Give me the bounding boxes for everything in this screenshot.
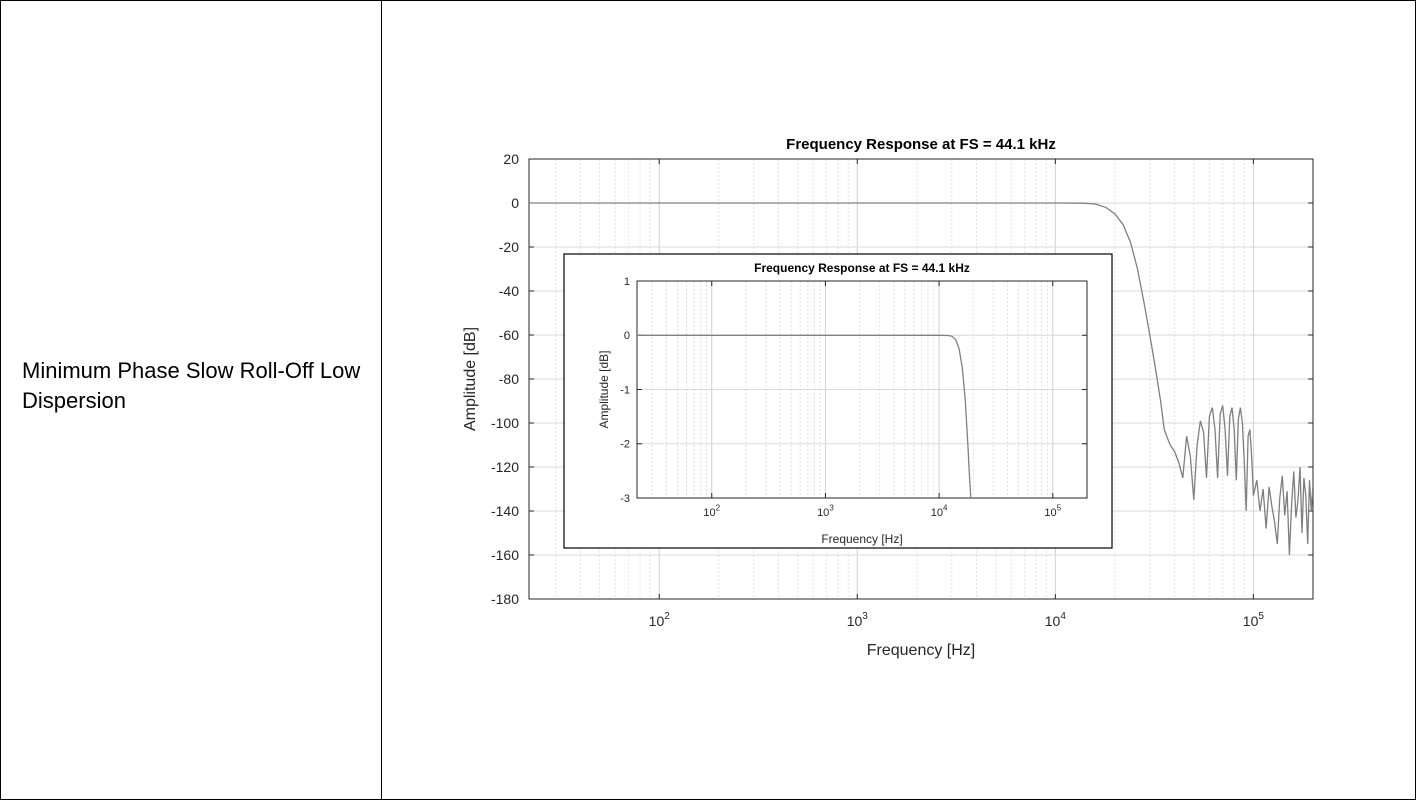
inset-x-axis-label: Frequency [Hz] — [821, 532, 902, 546]
main-y-tick-label: -100 — [491, 415, 519, 431]
main-y-tick-label: -140 — [491, 503, 519, 519]
main-series-line — [529, 202, 1313, 556]
main-y-tick-label: -60 — [499, 327, 519, 343]
inset-chart-title: Frequency Response at FS = 44.1 kHz — [754, 261, 970, 275]
table-column-divider — [381, 0, 382, 800]
main-x-tick-label: 103 — [847, 611, 869, 629]
main-y-tick-label: -20 — [499, 239, 519, 255]
main-x-tick-label: 104 — [1045, 611, 1067, 629]
filter-name-label: Minimum Phase Slow Roll-Off Low Dispersi… — [22, 358, 361, 413]
inset-y-tick-label: 0 — [624, 330, 630, 342]
main-y-tick-label: -160 — [491, 547, 519, 563]
main-y-tick-label: 20 — [503, 151, 519, 167]
main-chart-title: Frequency Response at FS = 44.1 kHz — [786, 136, 1056, 153]
inset-series-line — [637, 334, 972, 498]
inset-y-tick-label: -1 — [620, 384, 630, 396]
main-y-tick-label: -180 — [491, 591, 519, 607]
main-y-tick-label: -80 — [499, 371, 519, 387]
inset-y-tick-label: -2 — [620, 439, 630, 451]
inset-y-axis-label: Amplitude [dB] — [597, 350, 611, 428]
main-y-tick-label: -120 — [491, 459, 519, 475]
inset-x-tick-label: 104 — [931, 504, 948, 520]
main-y-tick-label: 0 — [511, 195, 519, 211]
inset-y-tick-label: 1 — [624, 276, 630, 288]
inset-chart: 1 0 -1 -2 -3 102 103 104 105 Frequency Response a… — [563, 253, 1113, 549]
main-y-tick-label: -40 — [499, 283, 519, 299]
main-y-axis-label: Amplitude [dB] — [462, 327, 479, 431]
inset-x-tick-label: 103 — [817, 504, 834, 520]
inset-x-tick-label: 105 — [1044, 504, 1061, 520]
inset-y-tick-label: -3 — [620, 493, 630, 505]
inset-x-tick-label: 102 — [703, 504, 720, 520]
main-x-tick-label: 102 — [649, 611, 671, 629]
main-x-axis-label: Frequency [Hz] — [867, 642, 975, 659]
inset-grid — [637, 280, 1088, 499]
main-x-tick-label: 105 — [1243, 611, 1265, 629]
